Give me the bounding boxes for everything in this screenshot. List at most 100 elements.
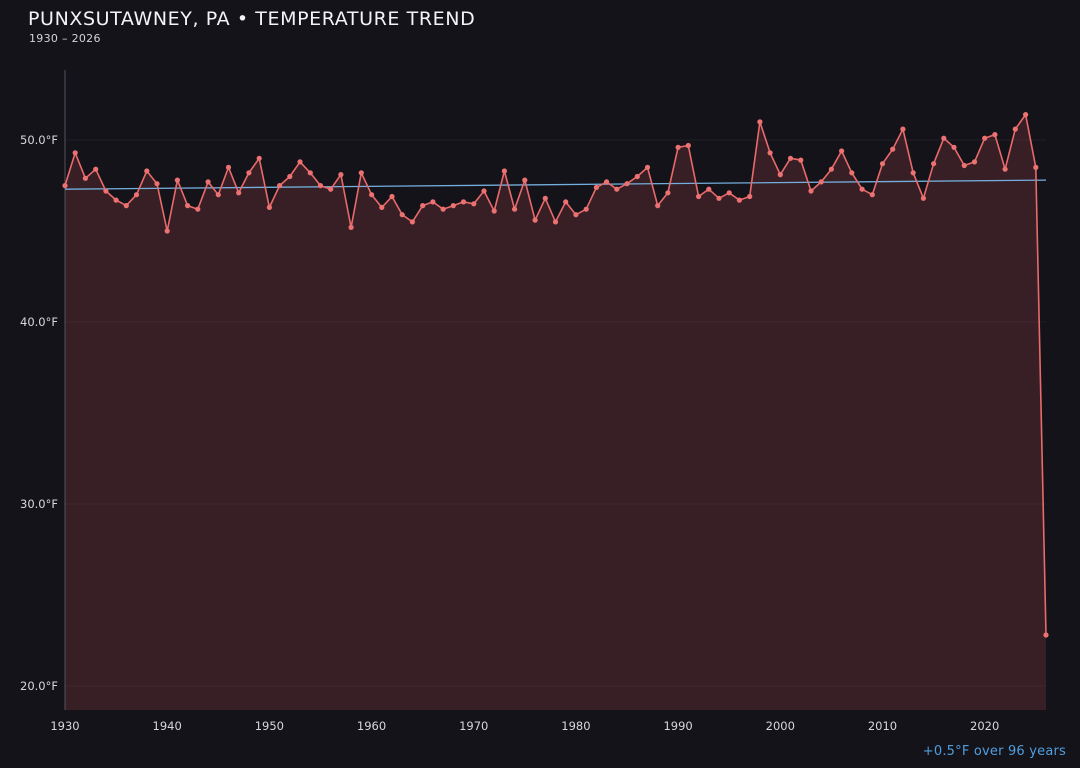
data-point — [266, 204, 272, 210]
data-point — [951, 144, 957, 150]
chart-subtitle: 1930 – 2026 — [29, 32, 101, 45]
data-point — [624, 181, 630, 187]
data-point — [236, 190, 242, 196]
data-points — [62, 112, 1049, 638]
trend-annotation: +0.5°F over 96 years — [922, 744, 1066, 759]
data-point — [542, 195, 548, 201]
x-tick-label: 2020 — [970, 719, 999, 733]
x-tick-label: 1980 — [561, 719, 590, 733]
y-tick-label: 20.0°F — [20, 679, 58, 693]
data-point — [1002, 166, 1008, 172]
data-point — [277, 183, 283, 189]
data-point — [338, 172, 344, 178]
data-point — [716, 195, 722, 201]
x-axis-labels: 1930 1940 1950 1960 1970 1980 1990 2000 2010 2020 — [50, 719, 999, 733]
data-point — [297, 159, 303, 165]
data-point — [358, 170, 364, 176]
x-tick-label: 1960 — [357, 719, 386, 733]
data-point — [246, 170, 252, 176]
data-point — [328, 186, 334, 192]
trend-line — [64, 179, 1047, 190]
y-tick-label: 50.0°F — [20, 133, 58, 147]
data-point — [103, 188, 109, 194]
data-point — [389, 193, 395, 200]
data-point — [593, 184, 600, 190]
data-point — [307, 170, 313, 176]
data-point — [481, 188, 487, 194]
data-point — [1012, 126, 1018, 132]
x-tick-label: 1970 — [459, 719, 488, 733]
data-point — [1043, 632, 1049, 638]
data-point — [655, 203, 661, 209]
data-point — [634, 173, 640, 180]
data-point — [532, 217, 538, 223]
data-point — [747, 193, 753, 200]
x-tick-label: 1930 — [50, 719, 79, 733]
data-point — [818, 179, 824, 185]
data-point — [757, 119, 763, 125]
data-point — [113, 197, 119, 203]
data-point — [736, 197, 743, 203]
data-point — [62, 183, 68, 189]
data-point — [879, 161, 886, 167]
data-point — [287, 173, 293, 180]
data-point — [195, 206, 201, 212]
data-point — [317, 183, 324, 189]
data-point — [93, 166, 99, 172]
y-axis-labels: 20.0°F 30.0°F 40.0°F 50.0°F — [20, 133, 58, 693]
data-point — [961, 162, 967, 169]
y-tick-label: 40.0°F — [20, 315, 58, 329]
data-point — [491, 208, 497, 214]
data-point — [379, 204, 385, 210]
data-point — [982, 135, 988, 141]
data-point — [798, 157, 804, 163]
data-point — [450, 203, 456, 209]
data-point — [726, 190, 732, 196]
data-point — [992, 132, 998, 138]
data-point — [767, 150, 773, 156]
data-point — [706, 186, 712, 192]
data-point — [399, 212, 405, 218]
data-point — [511, 206, 518, 212]
data-point — [409, 219, 415, 225]
data-point — [920, 195, 927, 201]
data-point — [440, 206, 446, 212]
data-point — [644, 164, 651, 170]
data-point — [522, 177, 528, 183]
data-point — [696, 193, 702, 200]
chart-header: PUNXSUTAWNEY, PA • TEMPERATURE TREND 193… — [28, 8, 475, 45]
data-point — [144, 168, 150, 174]
data-point — [931, 161, 937, 167]
data-point — [869, 192, 875, 198]
data-point — [777, 172, 783, 178]
data-point — [164, 228, 170, 234]
data-point — [839, 148, 845, 154]
data-point — [808, 188, 814, 194]
x-tick-label: 1950 — [255, 719, 284, 733]
data-point — [604, 179, 610, 185]
data-point — [256, 155, 262, 161]
data-point — [900, 126, 906, 132]
chart-title: PUNXSUTAWNEY, PA • TEMPERATURE TREND — [28, 8, 476, 30]
data-point — [828, 166, 835, 172]
data-point — [154, 181, 160, 187]
gridlines — [65, 139, 1046, 687]
data-point — [471, 201, 477, 207]
data-point — [82, 175, 88, 181]
data-point — [971, 159, 978, 165]
data-point — [460, 199, 467, 205]
data-point — [787, 155, 794, 161]
data-point — [859, 186, 865, 192]
data-point — [369, 192, 375, 198]
x-tick-label: 2010 — [868, 719, 897, 733]
data-point — [185, 203, 191, 209]
data-point — [72, 150, 78, 156]
data-point — [685, 142, 691, 149]
data-point — [675, 144, 681, 150]
data-point — [573, 212, 579, 218]
data-point — [941, 135, 947, 141]
data-point — [849, 170, 855, 176]
data-point — [123, 203, 129, 209]
